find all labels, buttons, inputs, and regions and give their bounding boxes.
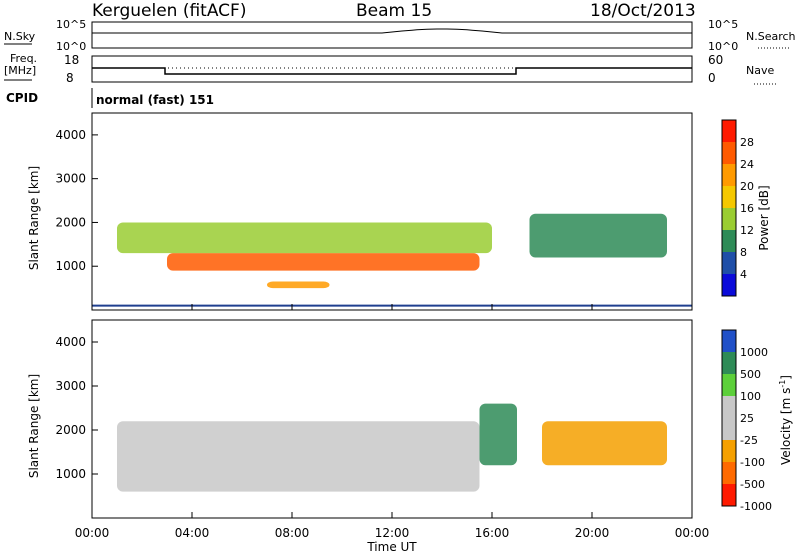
beam-title: Beam 15: [356, 1, 432, 21]
velocity-colorbar-tick: 1000: [740, 346, 768, 359]
heatmap-band: [529, 213, 667, 258]
power-colorbar: 28 24 20 16 12 8 4: [721, 119, 754, 297]
freq-trace: [92, 67, 692, 75]
nsky-tick-top: 10^5: [56, 18, 86, 31]
power-panel: [91, 112, 693, 311]
heatmap-band: [267, 281, 330, 289]
heatmap-band: [479, 403, 517, 466]
heatmap-band: [117, 421, 480, 492]
power-colorbar-tick: 12: [740, 224, 754, 237]
nsearch-label: N.Search: [746, 30, 796, 43]
x-tick-label: 00:00: [675, 526, 710, 540]
nave-tick-top: 60: [708, 53, 723, 67]
power-colorbar-tick: 8: [740, 246, 747, 259]
power-colorbar-frame: [721, 119, 737, 297]
nsky-tick-bottom: 10^0: [56, 40, 86, 53]
power-ylabel: Slant Range [km]: [27, 166, 41, 270]
power-yticks: 1000 2000 3000 4000: [55, 128, 98, 273]
freq-tick-bottom: 8: [66, 71, 74, 85]
power-colorbar-swatch: [722, 142, 736, 164]
velocity-bands: [117, 403, 667, 492]
y-tick-label: 3000: [55, 379, 86, 393]
velocity-colorbar-swatch: [722, 396, 736, 418]
freq-label: Freq.: [10, 52, 37, 65]
x-ticks: 00:00 04:00 08:00 12:00 16:00 20:00 00:00: [75, 304, 710, 540]
velocity-colorbar-tick: -25: [740, 434, 758, 447]
velocity-colorbar-swatch: [722, 440, 736, 462]
freq-unit: [MHz]: [4, 64, 36, 77]
power-colorbar-swatch: [722, 274, 736, 296]
station-title: Kerguelen (fitACF): [92, 1, 246, 21]
velocity-colorbar-swatch: [722, 374, 736, 396]
power-colorbar-tick: 4: [740, 268, 747, 281]
velocity-colorbar-tick: -500: [740, 478, 765, 491]
heatmap-band: [542, 421, 667, 466]
y-tick-label: 4000: [55, 335, 86, 349]
x-tick-label: 08:00: [275, 526, 310, 540]
nsky-trace: [92, 28, 692, 34]
velocity-colorbar-swatch: [722, 330, 736, 352]
x-tick-label: 12:00: [375, 526, 410, 540]
y-tick-label: 1000: [55, 467, 86, 481]
power-colorbar-swatch: [722, 164, 736, 186]
velocity-colorbar-tick: -100: [740, 456, 765, 469]
power-colorbar-swatch: [722, 230, 736, 252]
velocity-colorbar-swatch: [722, 484, 736, 506]
nsearch-tick-bottom: 10^0: [708, 40, 738, 53]
power-colorbar-tick: 24: [740, 158, 754, 171]
x-tick-label: 00:00: [75, 526, 110, 540]
power-colorbar-swatch: [722, 252, 736, 274]
nsearch-tick-top: 10^5: [708, 18, 738, 31]
power-colorbar-tick: 28: [740, 136, 754, 149]
y-tick-label: 3000: [55, 172, 86, 186]
nave-tick-bottom: 0: [708, 71, 716, 85]
date-title: 18/Oct/2013: [590, 1, 696, 21]
velocity-colorbar-tick: 100: [740, 390, 761, 403]
y-tick-label: 2000: [55, 423, 86, 437]
nave-label: Nave: [746, 64, 774, 77]
heatmap-band: [167, 253, 480, 271]
freq-tick-top: 18: [64, 53, 79, 67]
y-tick-label: 2000: [55, 215, 86, 229]
x-axis-label: Time UT: [366, 540, 417, 554]
heatmap-band: [117, 222, 492, 254]
power-colorbar-tick: 16: [740, 202, 754, 215]
x-tick-label: 04:00: [175, 526, 210, 540]
velocity-colorbar-tick: 500: [740, 368, 761, 381]
velocity-colorbar-swatch: [722, 462, 736, 484]
velocity-colorbar-tick: -1000: [740, 500, 772, 513]
cpid-label: CPID: [6, 91, 38, 105]
velocity-colorbar-swatch: [722, 352, 736, 374]
freq-panel: [91, 55, 693, 83]
power-colorbar-label: Power [dB]: [757, 185, 771, 250]
y-tick-label: 1000: [55, 259, 86, 273]
nsky-label: N.Sky: [4, 30, 36, 43]
nsky-panel: [91, 21, 693, 49]
cpid-value: normal (fast) 151: [96, 93, 214, 107]
velocity-colorbar-label: Velocity [m s-1]: [778, 375, 793, 465]
x-tick-label: 16:00: [475, 526, 510, 540]
power-colorbar-swatch: [722, 208, 736, 230]
velocity-range-label: Slant Range [km]: [27, 374, 41, 478]
velocity-yticks: 1000 2000 3000 4000: [55, 335, 98, 481]
y-tick-label: 4000: [55, 128, 86, 142]
x-tick-label: 20:00: [575, 526, 610, 540]
velocity-colorbar-tick: 25: [740, 412, 754, 425]
power-colorbar-tick: 20: [740, 180, 754, 193]
velocity-colorbar-frame: [721, 329, 737, 507]
power-colorbar-swatch: [722, 120, 736, 142]
velocity-colorbar: 1000 500 100 25 -25 -100 -500 -1000: [721, 329, 772, 513]
velocity-colorbar-swatch: [722, 418, 736, 440]
power-colorbar-swatch: [722, 186, 736, 208]
